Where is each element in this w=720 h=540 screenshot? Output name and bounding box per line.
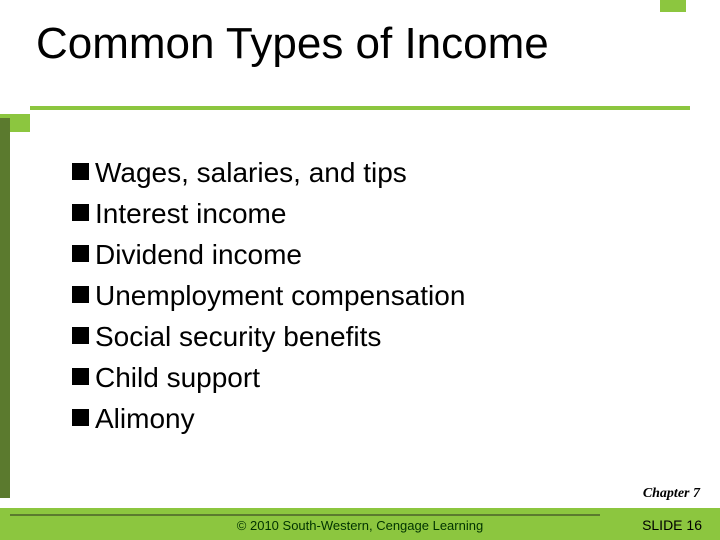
list-item: Child support bbox=[72, 360, 680, 395]
list-item: Wages, salaries, and tips bbox=[72, 155, 680, 190]
bullet-text: Unemployment compensation bbox=[95, 278, 465, 313]
square-bullet-icon bbox=[72, 163, 89, 180]
bullet-text: Alimony bbox=[95, 401, 195, 436]
chapter-label: Chapter 7 bbox=[643, 486, 700, 502]
bullet-text: Social security benefits bbox=[95, 319, 381, 354]
bullet-text: Dividend income bbox=[95, 237, 302, 272]
square-bullet-icon bbox=[72, 204, 89, 221]
bullet-text: Wages, salaries, and tips bbox=[95, 155, 407, 190]
title-area: Common Types of Income bbox=[30, 20, 690, 110]
slide-number: SLIDE 16 bbox=[642, 517, 702, 533]
list-item: Unemployment compensation bbox=[72, 278, 680, 313]
square-bullet-icon bbox=[72, 409, 89, 426]
square-bullet-icon bbox=[72, 245, 89, 262]
list-item: Alimony bbox=[72, 401, 680, 436]
slide-title: Common Types of Income bbox=[30, 20, 690, 68]
square-bullet-icon bbox=[72, 286, 89, 303]
list-item: Interest income bbox=[72, 196, 680, 231]
slide-container: Common Types of Income Wages, salaries, … bbox=[0, 0, 720, 540]
square-bullet-icon bbox=[72, 327, 89, 344]
bullet-text: Interest income bbox=[95, 196, 286, 231]
copyright-text: © 2010 South-Western, Cengage Learning bbox=[0, 518, 720, 533]
footer-divider-line bbox=[10, 514, 600, 516]
list-item: Social security benefits bbox=[72, 319, 680, 354]
left-dark-stripe bbox=[0, 118, 10, 498]
bullet-text: Child support bbox=[95, 360, 260, 395]
bullet-list: Wages, salaries, and tips Interest incom… bbox=[72, 155, 680, 442]
square-bullet-icon bbox=[72, 368, 89, 385]
list-item: Dividend income bbox=[72, 237, 680, 272]
top-accent-block bbox=[660, 0, 686, 12]
